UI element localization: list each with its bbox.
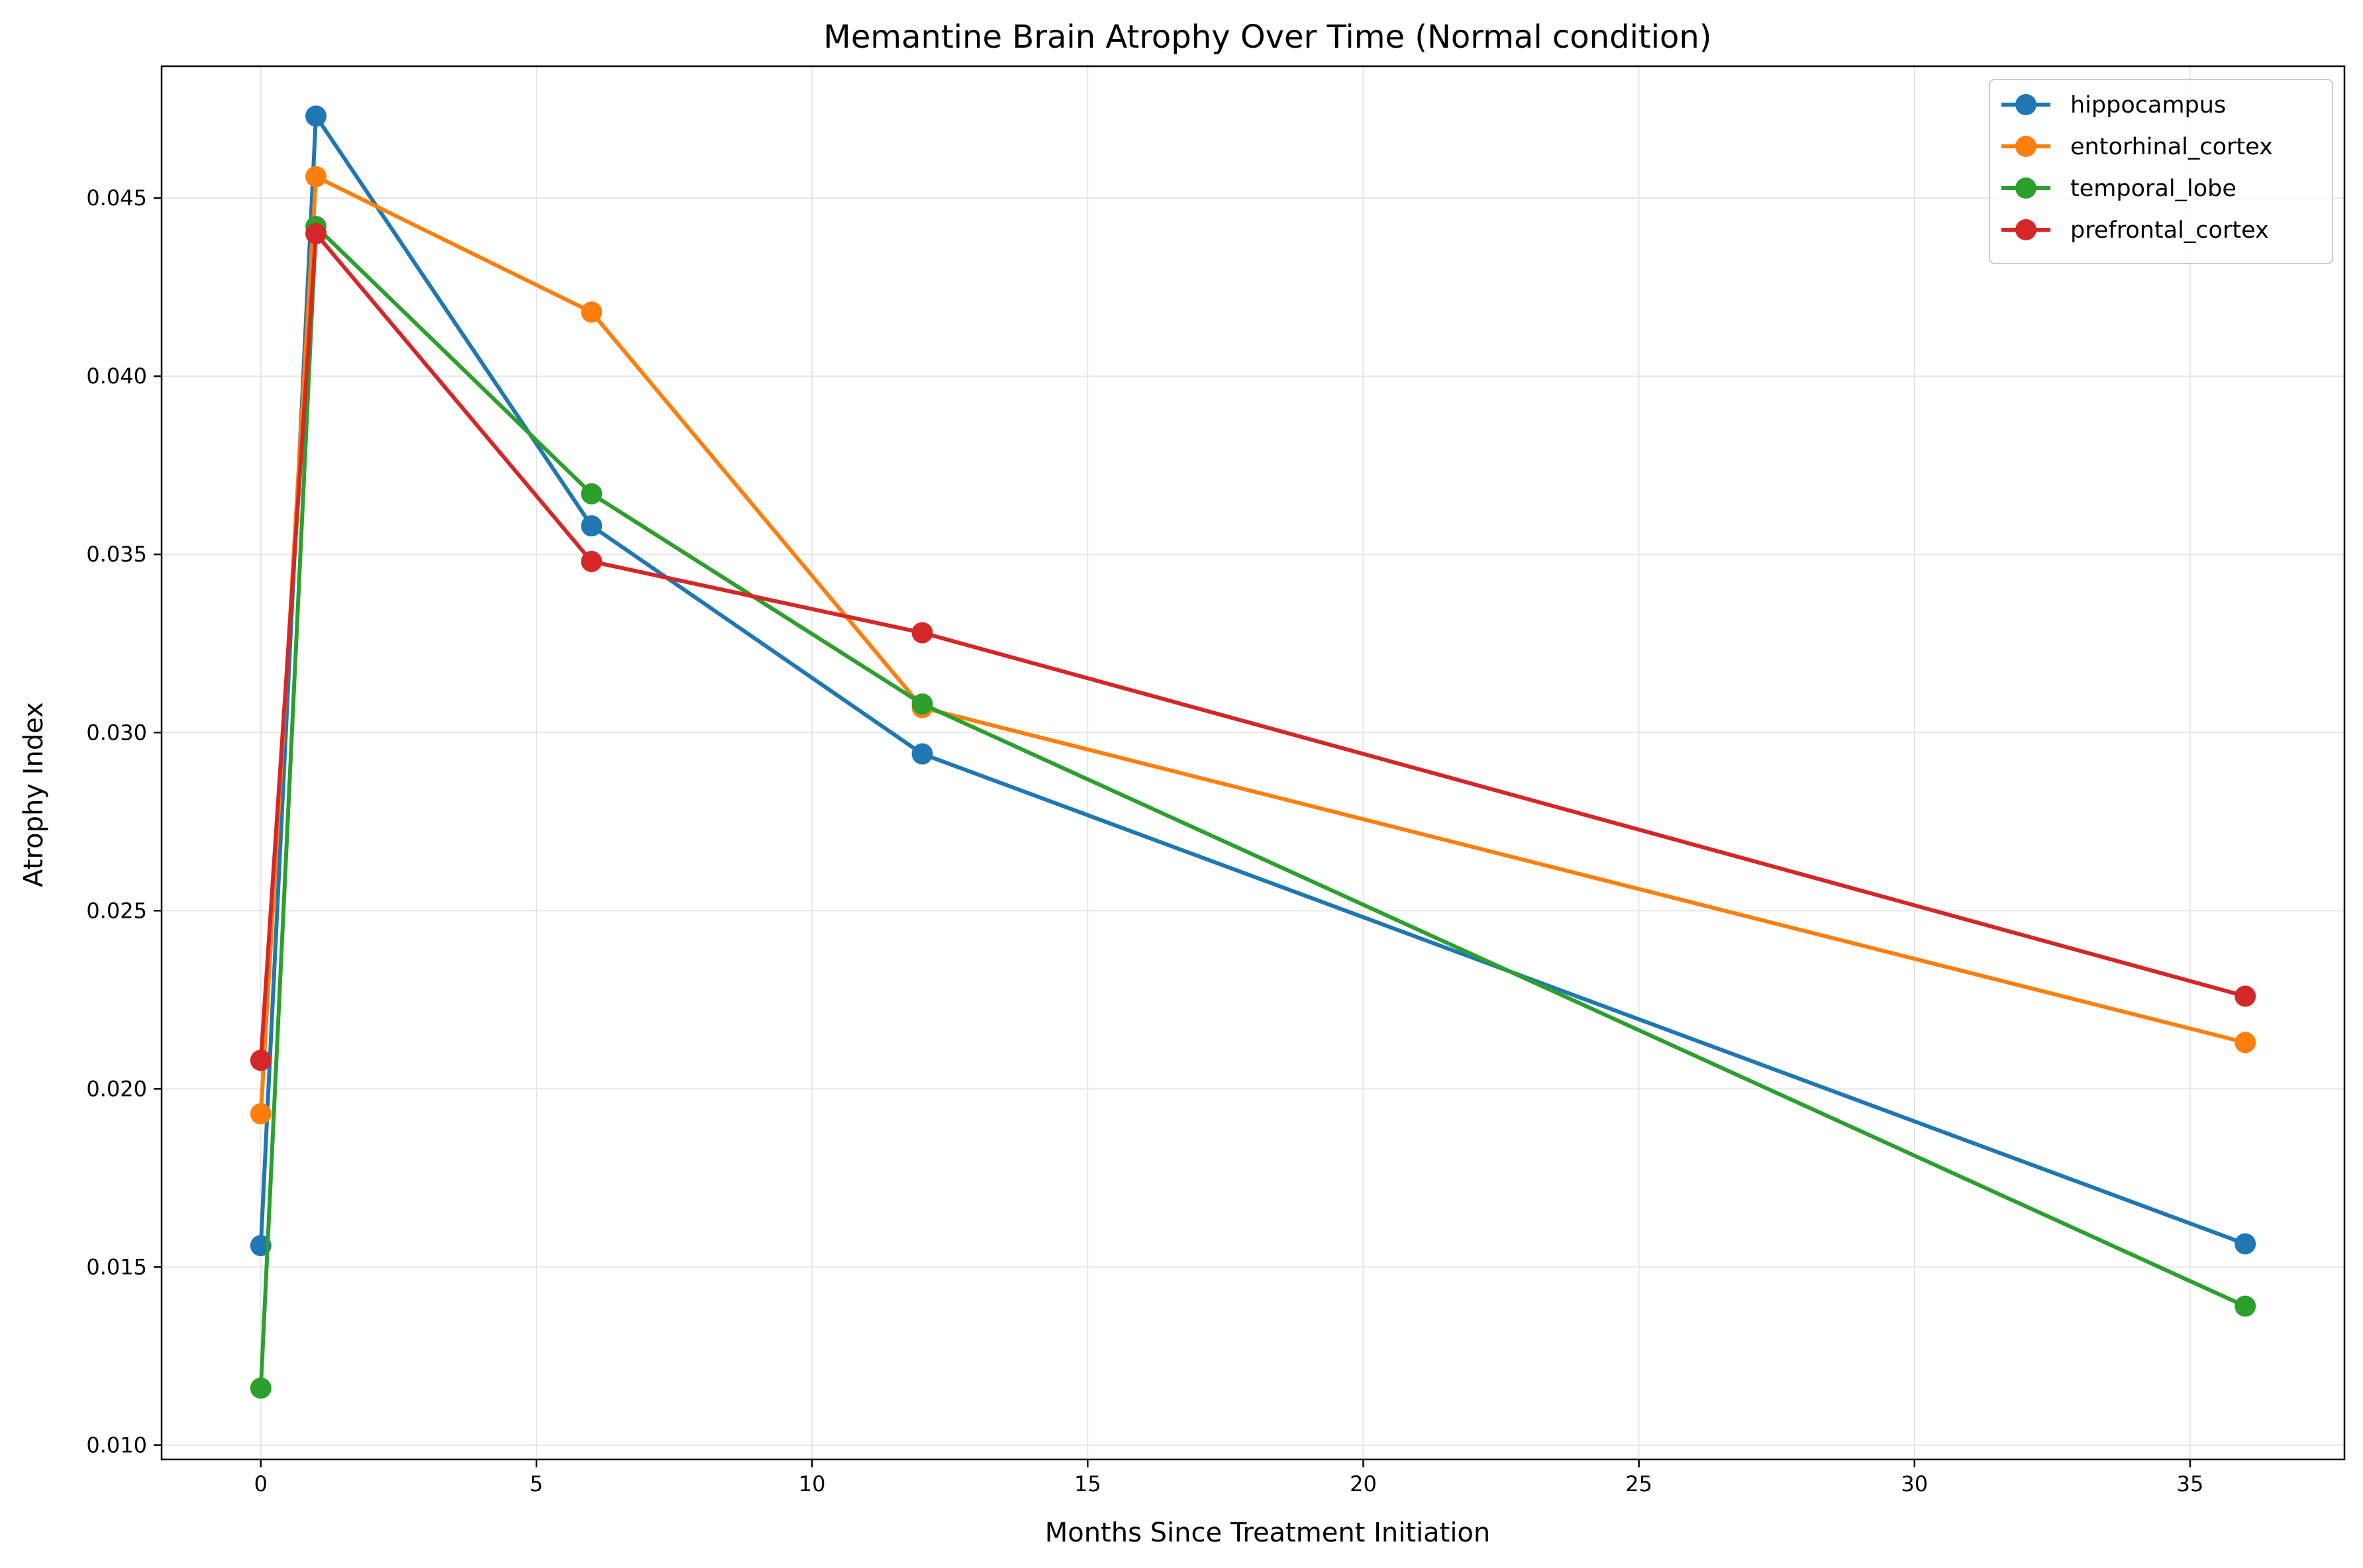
y-tick-label: 0.040: [86, 364, 147, 389]
plot-frame: [160, 65, 2346, 1461]
data-point-hippocampus: [911, 743, 933, 765]
x-tick-label: 0: [254, 1471, 268, 1496]
y-tick-label: 0.020: [86, 1076, 147, 1101]
y-axis-title: Atrophy Index: [19, 702, 49, 887]
y-tick-label: 0.025: [86, 898, 147, 923]
data-point-entorhinal_cortex: [305, 166, 327, 187]
legend-marker-prefrontal_cortex: [2015, 219, 2036, 240]
legend-marker-temporal_lobe: [2015, 177, 2036, 199]
data-point-prefrontal_cortex: [305, 222, 327, 244]
legend-label-temporal_lobe: temporal_lobe: [2070, 175, 2237, 202]
data-point-prefrontal_cortex: [911, 622, 933, 644]
data-point-hippocampus: [581, 515, 603, 537]
y-tick-label: 0.010: [86, 1432, 147, 1457]
series-temporal_lobe: [250, 216, 2256, 1399]
grid: [162, 66, 2344, 1459]
data-point-entorhinal_cortex: [581, 301, 603, 323]
legend-marker-hippocampus: [2015, 94, 2036, 115]
data-point-hippocampus: [2235, 1233, 2256, 1255]
data-point-entorhinal_cortex: [2235, 1032, 2256, 1054]
x-tick-label: 25: [1625, 1471, 1652, 1496]
y-tick-label: 0.045: [86, 185, 147, 211]
x-tick-label: 30: [1901, 1471, 1928, 1496]
y-tick-label: 0.015: [86, 1254, 147, 1279]
legend-label-entorhinal_cortex: entorhinal_cortex: [2070, 134, 2273, 160]
x-tick-label: 20: [1350, 1471, 1377, 1496]
axes: 0 5 10 15 20 25 30 35 0.010 0.015 0.020 0.025 0.030 0…: [86, 185, 2203, 1496]
data-point-prefrontal_cortex: [250, 1050, 272, 1071]
legend-label-prefrontal_cortex: prefrontal_cortex: [2070, 217, 2269, 244]
chart-title: Memantine Brain Atrophy Over Time (Norma…: [823, 19, 1711, 56]
legend: hippocampus entorhinal_cortex temporal_lob…: [1989, 79, 2333, 264]
legend-box: [1989, 79, 2333, 264]
data-point-hippocampus: [305, 105, 327, 127]
data-point-temporal_lobe: [911, 693, 933, 715]
x-tick-label: 10: [799, 1471, 826, 1496]
series-layer: [250, 105, 2256, 1399]
series-prefrontal_cortex: [250, 222, 2256, 1071]
legend-label-hippocampus: hippocampus: [2070, 92, 2226, 119]
x-tick-label: 15: [1074, 1471, 1101, 1496]
data-point-temporal_lobe: [2235, 1295, 2256, 1317]
data-point-prefrontal_cortex: [581, 550, 603, 572]
y-tick-label: 0.035: [86, 542, 147, 567]
x-tick-label: 35: [2177, 1471, 2204, 1496]
data-point-temporal_lobe: [581, 483, 603, 505]
y-tick-label: 0.030: [86, 720, 147, 745]
x-tick-label: 5: [530, 1471, 543, 1496]
x-axis-title: Months Since Treatment Initiation: [1045, 1518, 1491, 1548]
legend-marker-entorhinal_cortex: [2015, 136, 2036, 157]
data-point-temporal_lobe: [250, 1377, 272, 1399]
data-point-prefrontal_cortex: [2235, 985, 2256, 1007]
data-point-entorhinal_cortex: [250, 1103, 272, 1125]
